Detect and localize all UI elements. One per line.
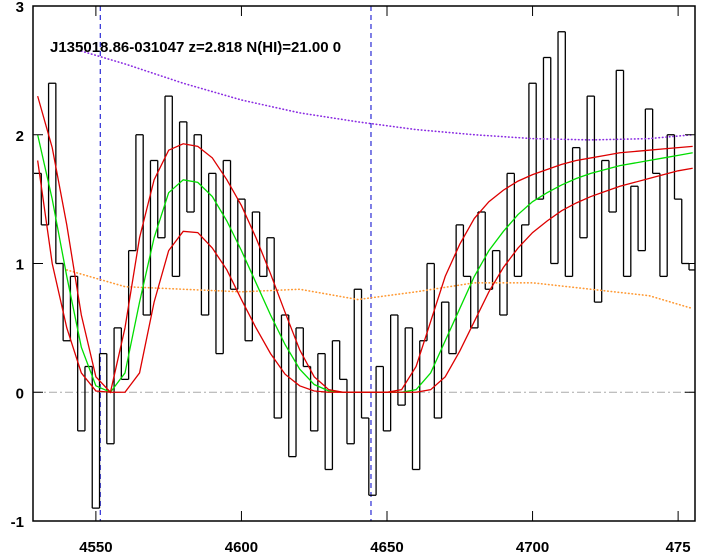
plot-area [33,6,695,521]
x-tick-label: 475 [666,539,691,556]
model-curve [37,160,693,393]
y-tick-label: 2 [16,128,24,145]
x-tick-label: 4600 [225,539,258,556]
x-tick-label: 4550 [79,539,112,556]
x-tick-label: 4650 [370,539,403,556]
dotted-curve [65,269,694,310]
plot-frame [32,5,696,522]
dotted-curve [80,50,694,141]
y-tick-label: 3 [16,0,24,16]
y-tick-label: -1 [11,514,24,531]
y-tick-label: 0 [16,385,24,402]
chart-title: J135018.86-031047 z=2.818 N(HI)=21.00 0 [50,39,341,56]
x-tick-label: 4700 [516,539,549,556]
y-tick-label: 1 [16,257,24,274]
